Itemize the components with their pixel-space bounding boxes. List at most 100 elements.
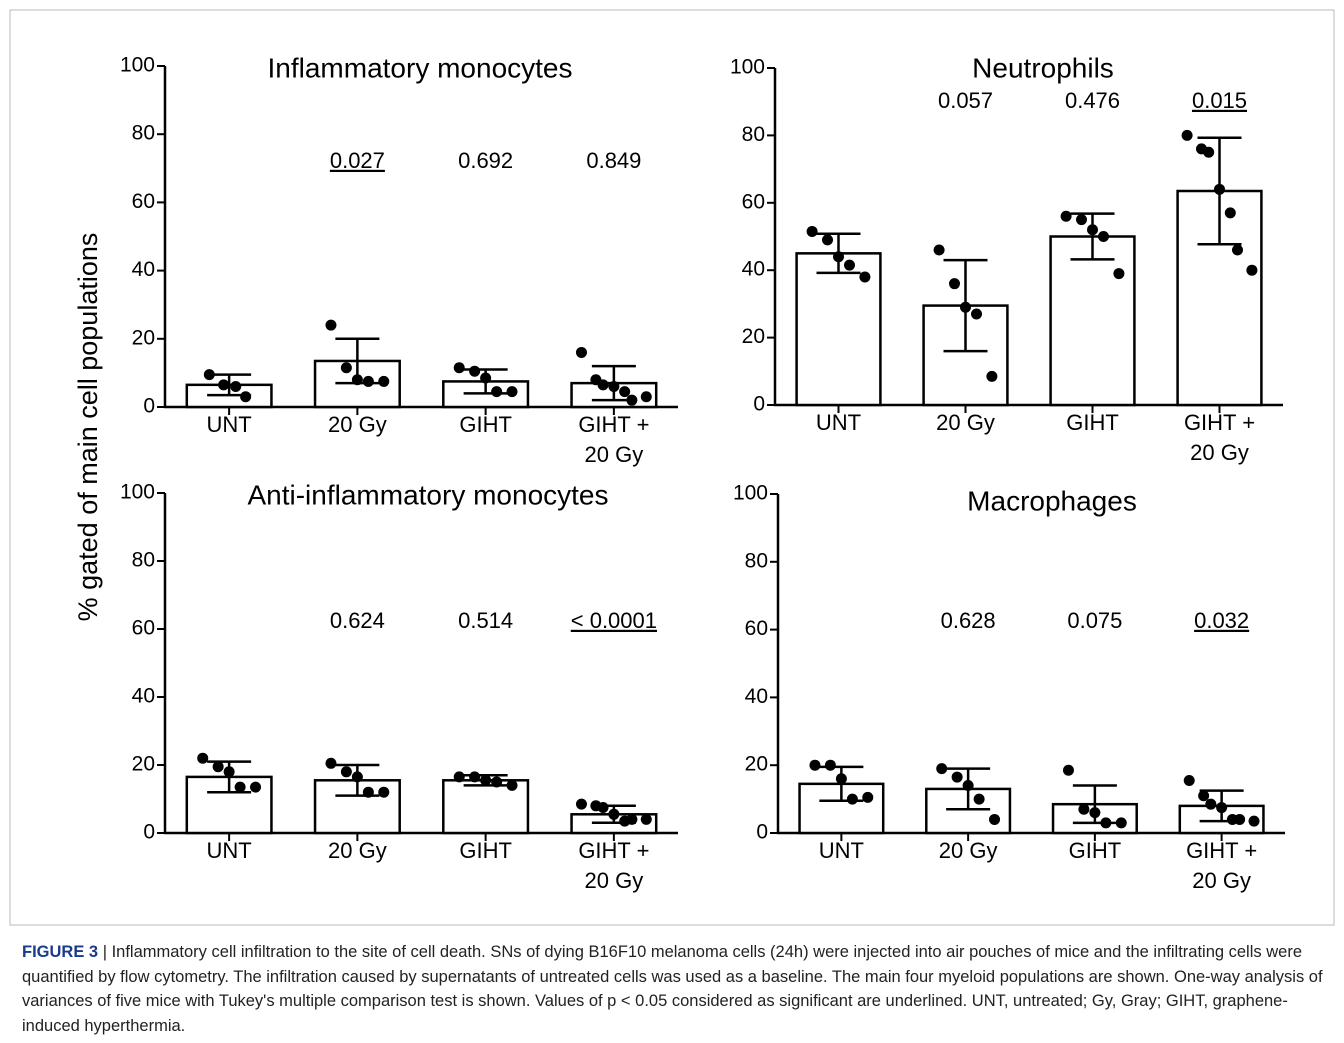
data-point [218, 379, 230, 391]
data-point [936, 763, 948, 775]
x-tick-label-box: GIHT + 20 Gy [578, 838, 650, 893]
figure-label: FIGURE 3 [22, 943, 99, 961]
y-tick-label: 40 [132, 258, 155, 281]
error-bar [1070, 212, 1115, 261]
data-point [824, 759, 836, 771]
p-value: 0.628 [941, 608, 996, 633]
data-point [1183, 774, 1195, 786]
data-point [597, 802, 609, 813]
data-point [1224, 207, 1236, 219]
x-tick-label: GIHT + 20 Gy [578, 412, 650, 467]
data-point [960, 301, 971, 313]
data-point [491, 386, 503, 398]
data-point [608, 808, 620, 820]
data-point [962, 780, 974, 792]
data-point [223, 766, 235, 778]
p-value: 0.514 [458, 608, 513, 633]
data-point [640, 391, 652, 403]
data-point [575, 798, 587, 810]
x-tick-label: GIHT + 20 Gy [1183, 410, 1256, 465]
y-tick-label: 40 [742, 258, 765, 281]
x-tick-label: GIHT [459, 838, 512, 863]
data-point [469, 771, 481, 783]
data-point [608, 381, 620, 393]
y-tick-label: 0 [753, 393, 765, 416]
data-point [351, 771, 363, 783]
y-tick-label: 60 [742, 190, 765, 213]
x-tick-label-box: UNT [818, 838, 864, 863]
x-tick-label-box: 20 Gy [328, 838, 387, 863]
y-tick-label: 60 [745, 617, 768, 640]
x-tick-label: UNT [818, 838, 864, 863]
chart-title: Neutrophils [972, 52, 1114, 83]
data-point [835, 773, 847, 785]
x-tick-label: 20 Gy [936, 410, 995, 435]
data-point [1100, 817, 1112, 829]
chart-title: Macrophages [967, 485, 1137, 516]
x-tick-label-box: UNT [207, 838, 252, 863]
y-tick-label: 0 [143, 821, 155, 844]
y-tick-label: 80 [745, 549, 768, 572]
x-tick-label: GIHT + 20 Gy [578, 838, 650, 893]
figure: % gated of main cell populations Inflamm… [9, 9, 1335, 926]
data-point [378, 786, 390, 798]
data-point [1087, 224, 1098, 236]
x-tick-label: GIHT + 20 Gy [1186, 838, 1258, 893]
x-tick-label: GIHT [1068, 838, 1122, 863]
data-point [362, 786, 374, 798]
data-point [453, 362, 465, 374]
x-tick-label-box: GIHT + 20 Gy [1186, 838, 1258, 893]
p-value: 0.057 [938, 88, 993, 113]
data-point [989, 813, 1001, 825]
data-point [1098, 231, 1109, 242]
bar [1049, 235, 1136, 407]
data-point [1203, 146, 1215, 158]
data-point [1062, 764, 1074, 776]
p-value: 0.476 [1065, 88, 1120, 113]
data-point [575, 346, 587, 358]
p-value: 0.027 [330, 148, 385, 173]
chart-title: Inflammatory monocytes [268, 52, 573, 83]
p-value: 0.849 [586, 148, 641, 173]
x-tick-label: UNT [206, 412, 252, 437]
data-point [806, 225, 818, 237]
x-tick-label-box: UNT [816, 410, 861, 435]
data-point [626, 394, 638, 406]
data-point [1078, 803, 1090, 815]
data-point [491, 776, 503, 788]
x-tick-label-box: GIHT [1066, 410, 1119, 435]
data-point [234, 781, 246, 793]
data-point [846, 793, 858, 805]
x-tick-label-box: 20 Gy [936, 410, 995, 435]
data-point [973, 793, 985, 805]
x-tick-label-box: 20 Gy [328, 412, 387, 437]
data-point [230, 381, 242, 393]
y-tick-label: 0 [756, 821, 768, 844]
data-point [626, 813, 638, 825]
data-point [822, 234, 833, 246]
data-point [378, 375, 390, 387]
data-point [986, 370, 998, 382]
data-point [971, 308, 982, 320]
y-tick-label: 80 [742, 123, 765, 146]
data-point [506, 779, 518, 791]
x-tick-label-box: UNT [206, 412, 252, 437]
data-point [619, 386, 631, 398]
data-point [809, 759, 821, 771]
data-point [325, 319, 337, 331]
data-point [859, 271, 871, 283]
y-tick-label: 40 [745, 685, 768, 708]
y-tick-label: 20 [132, 753, 155, 776]
data-point [480, 372, 492, 384]
data-point [453, 771, 465, 783]
data-point [203, 369, 215, 381]
data-point [1076, 214, 1087, 226]
data-point [240, 391, 252, 403]
data-point [1113, 268, 1125, 280]
y-tick-label: 60 [132, 617, 155, 640]
data-point [197, 752, 209, 764]
data-point [1232, 244, 1243, 256]
y-tick-label: 100 [730, 56, 765, 79]
x-tick-label: 20 Gy [328, 412, 387, 437]
